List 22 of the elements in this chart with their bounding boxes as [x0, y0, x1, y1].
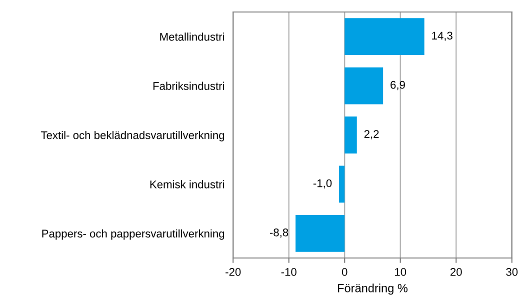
bar — [296, 214, 345, 252]
y-tick-label: Textil- och beklädnadsvarutillverkning — [40, 130, 224, 142]
x-tick-label: 30 — [506, 268, 518, 276]
y-tick-label: Fabriksindustri — [153, 82, 224, 90]
bar — [339, 166, 345, 203]
x-axis-title: Förändring % — [338, 284, 408, 295]
bar — [344, 116, 357, 154]
y-tick-label: Pappers- och pappersvarutillverkning — [42, 229, 224, 240]
data-label: 6,9 — [390, 80, 405, 90]
data-label: -1,0 — [313, 179, 332, 188]
x-tick-label: 20 — [450, 268, 462, 276]
y-tick-label: Metallindustri — [160, 32, 224, 41]
x-tick-label: -20 — [226, 268, 241, 276]
y-tick-label: Kemisk industri — [150, 180, 224, 188]
bar — [344, 18, 424, 56]
data-label: 14,3 — [432, 32, 452, 41]
data-label: 2,2 — [364, 130, 379, 140]
data-label: -8,8 — [270, 228, 288, 238]
bar — [344, 67, 384, 104]
x-tick-label: -10 — [281, 268, 296, 276]
x-tick-label: 0 — [342, 268, 348, 276]
x-tick-label: 10 — [395, 268, 406, 276]
